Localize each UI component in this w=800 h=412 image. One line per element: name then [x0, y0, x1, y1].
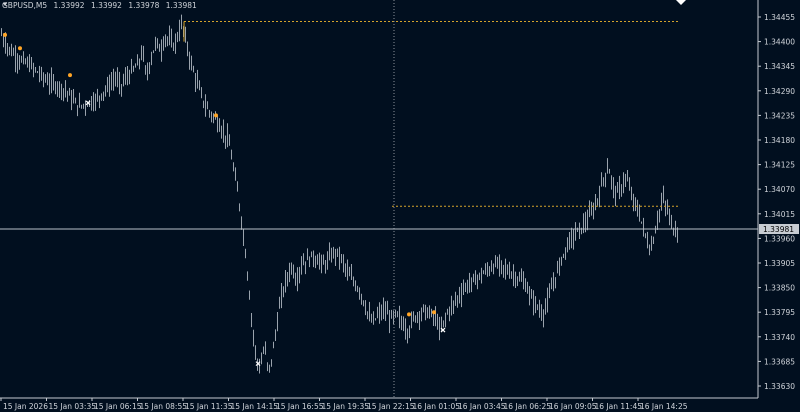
ohlc-low: 1.33978 — [128, 1, 160, 10]
current-price-box — [759, 224, 799, 235]
x-tick-label: 15 Jan 11:35 — [185, 402, 233, 411]
y-tick-label: 1.34345 — [764, 62, 795, 71]
buy-marker — [432, 310, 436, 315]
exit-marker — [255, 361, 261, 367]
x-tick-label: 15 Jan 08:55 — [140, 402, 188, 411]
y-tick-label: 1.34125 — [764, 161, 795, 170]
current-price-label: 1.33981 — [763, 225, 794, 234]
y-tick-label: 1.33850 — [764, 284, 795, 293]
y-tick-label: 1.34455 — [764, 13, 795, 22]
crosshair — [0, 0, 758, 398]
y-tick-label: 1.33740 — [764, 333, 795, 342]
x-tick-label: 15 Jan 19:35 — [322, 402, 370, 411]
trade-markers — [3, 32, 446, 367]
x-tick-label: 15 Jan 14:15 — [231, 402, 279, 411]
exit-marker — [440, 327, 446, 333]
y-tick-label: 1.33960 — [764, 234, 795, 243]
ohlc-open: 1.33992 — [53, 1, 85, 10]
exit-marker — [85, 100, 91, 106]
x-tick-label: 15 Jan 16:55 — [276, 402, 324, 411]
y-tick-label: 1.33905 — [764, 259, 795, 268]
x-tick-label: 16 Jan 11:45 — [595, 402, 643, 411]
chart-header: GBPUSD,M5 1.33992 1.33992 1.33978 1.3398… — [2, 1, 201, 10]
ohlc-high: 1.33992 — [90, 1, 122, 10]
x-tick-label: 16 Jan 14:25 — [640, 402, 688, 411]
candles — [1, 14, 678, 374]
buy-marker — [3, 32, 7, 37]
y-tick-label: 1.33795 — [764, 308, 795, 317]
x-tick-label: 15 Jan 06:15 — [94, 402, 142, 411]
exit-marker-stroke — [255, 361, 261, 367]
x-tick-label: 16 Jan 01:05 — [413, 402, 461, 411]
x-tick-label: 16 Jan 09:05 — [549, 402, 597, 411]
exit-marker-stroke — [440, 327, 446, 333]
y-tick-label: 1.34290 — [764, 87, 795, 96]
y-tick-label: 1.34235 — [764, 111, 795, 120]
y-tick-label: 1.34015 — [764, 210, 795, 219]
symbol-timeframe: GBPUSD,M5 — [2, 1, 48, 10]
buy-marker — [407, 312, 411, 317]
x-tick-label: 16 Jan 03:45 — [458, 402, 506, 411]
y-tick-label: 1.33685 — [764, 357, 795, 366]
chart-icons — [3, 0, 686, 6]
triangle-down-icon — [3, 3, 7, 6]
x-tick-label: 15 Jan 22:15 — [367, 402, 415, 411]
y-tick-label: 1.34400 — [764, 38, 795, 47]
x-tick-label: 15 Jan 2026 — [3, 402, 48, 411]
y-tick-label: 1.34180 — [764, 136, 795, 145]
x-tick-label: 16 Jan 06:25 — [504, 402, 552, 411]
buy-marker — [68, 73, 72, 78]
y-tick-label: 1.34070 — [764, 185, 795, 194]
buy-marker — [18, 46, 22, 51]
y-tick-label: 1.33630 — [764, 382, 795, 391]
ohlc-close: 1.33981 — [165, 1, 197, 10]
buy-marker — [214, 113, 218, 118]
triangle-down-icon — [676, 0, 686, 5]
x-tick-label: 15 Jan 03:35 — [49, 402, 97, 411]
level-lines — [183, 20, 680, 207]
exit-marker-stroke — [85, 100, 91, 106]
